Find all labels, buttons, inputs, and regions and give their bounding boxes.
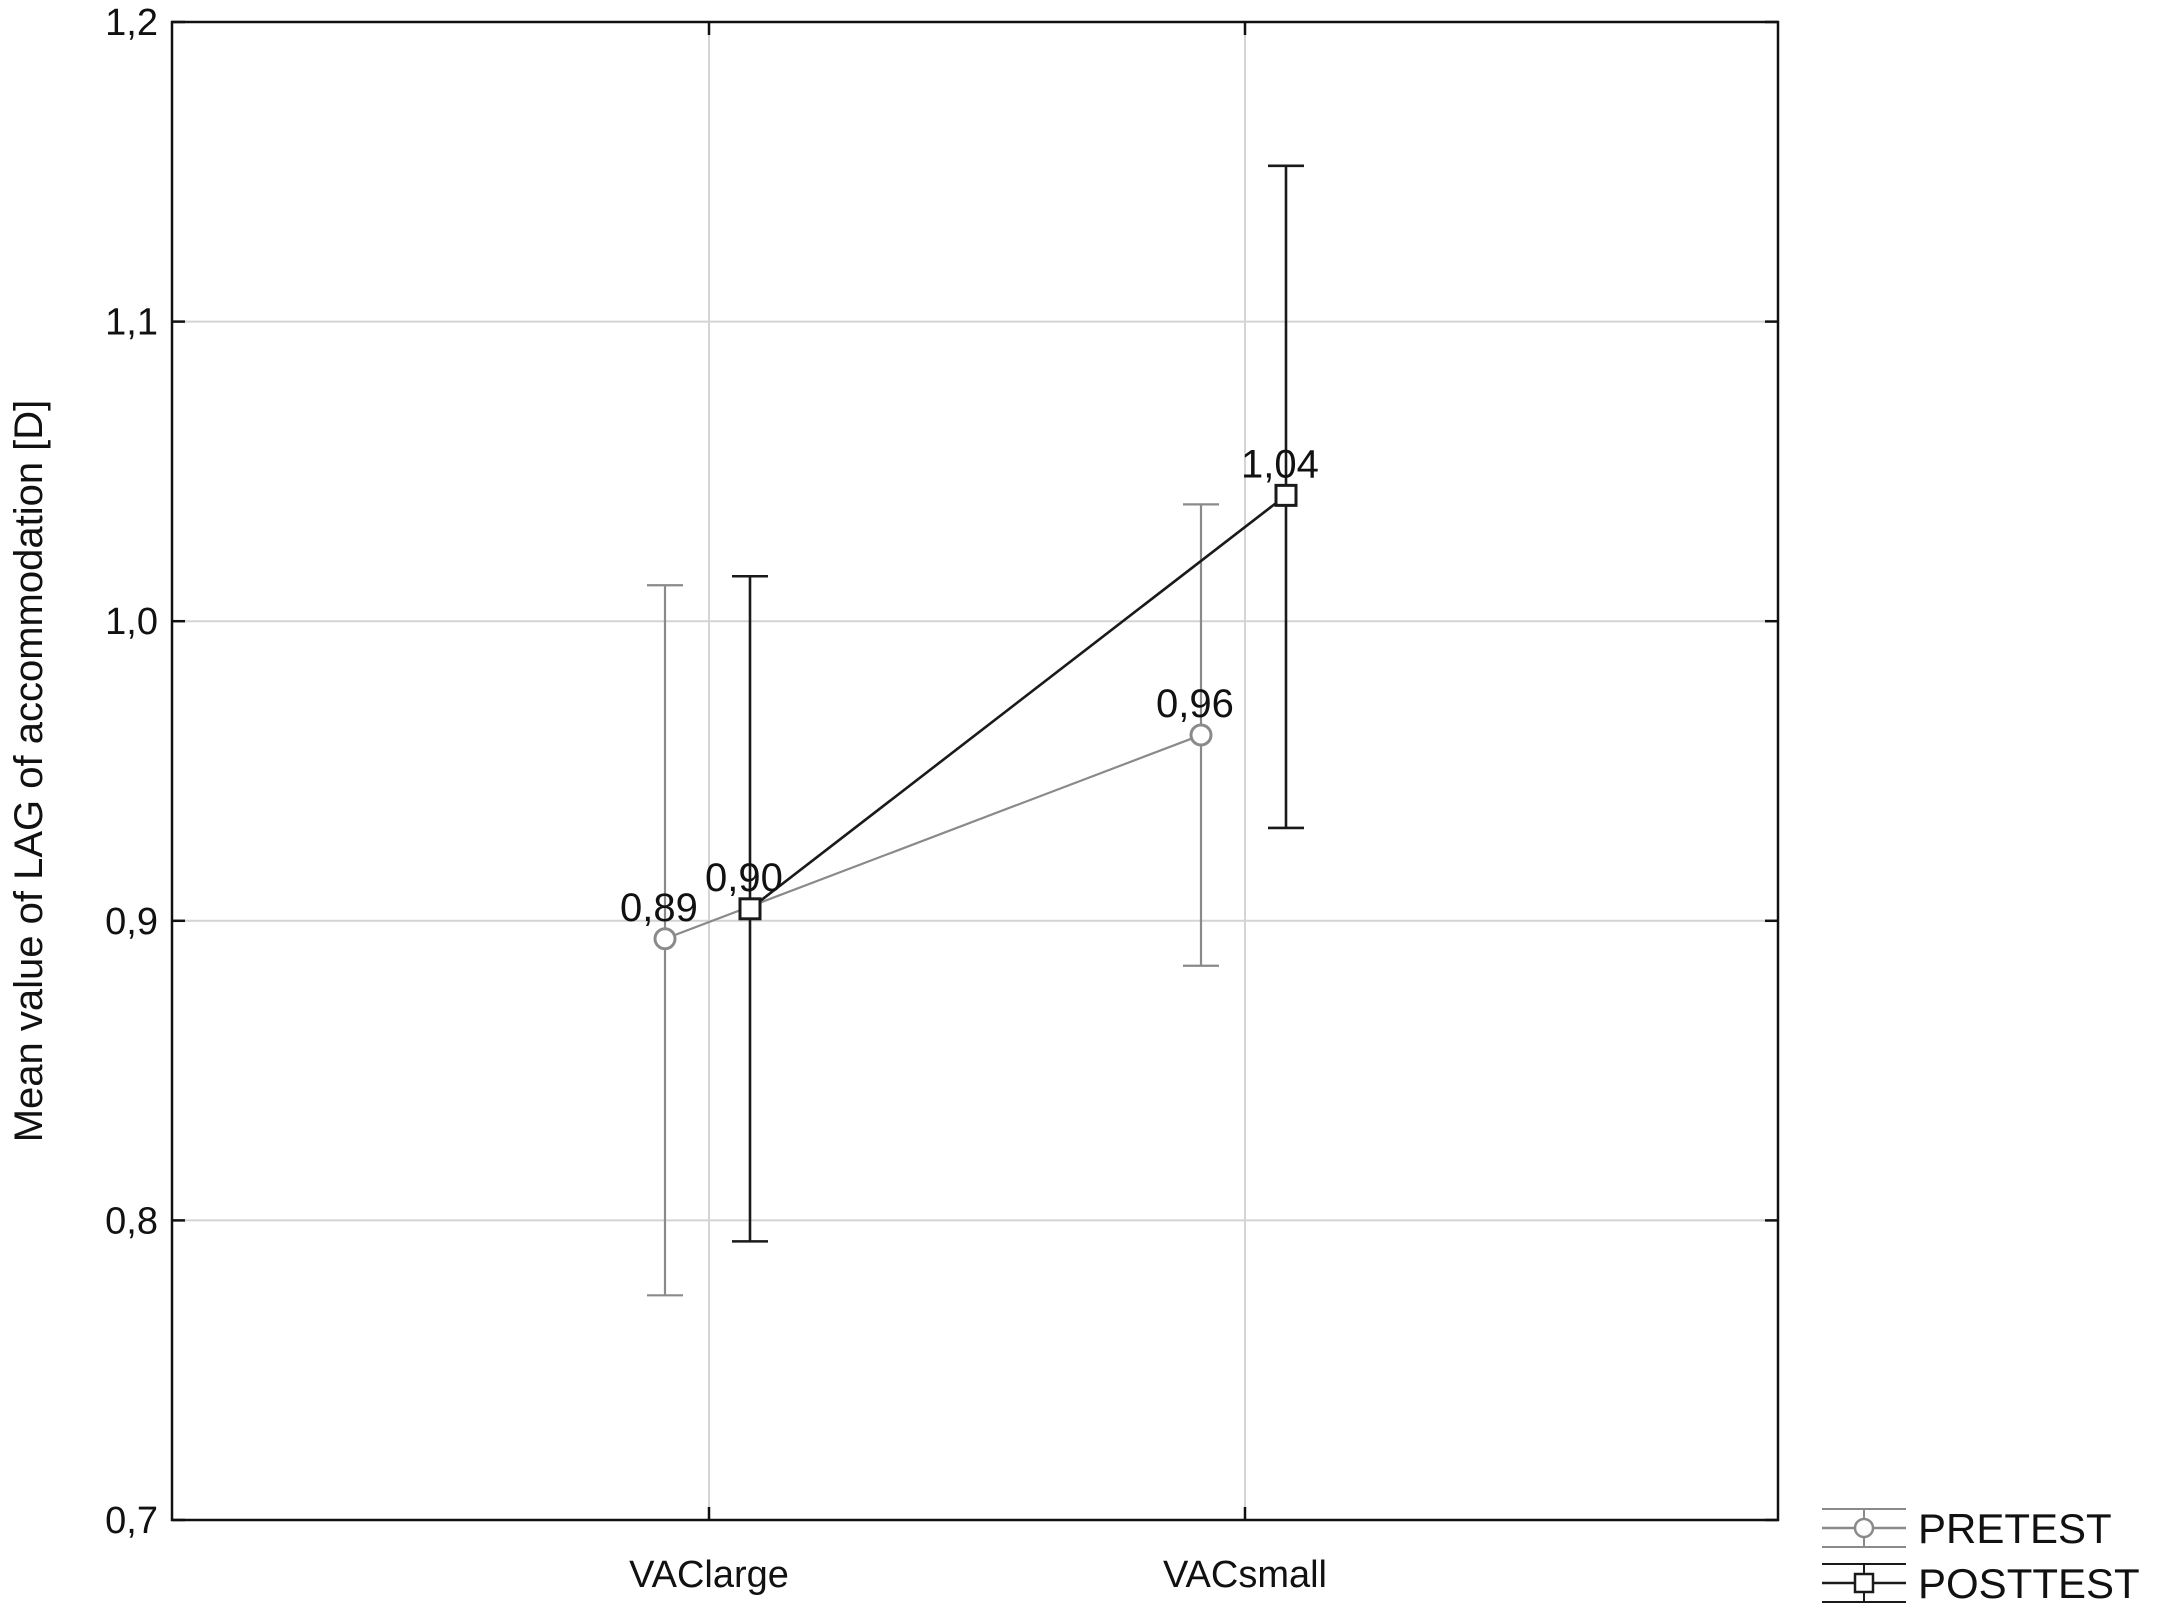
x-category-label: VACsmall: [1163, 1554, 1327, 1596]
legend-label: POSTTEST: [1918, 1560, 2140, 1607]
y-tick-label: 0,7: [105, 1500, 158, 1542]
data-label: 0,90: [705, 856, 783, 900]
data-point-circle: [1189, 723, 1213, 747]
y-tick-label: 0,8: [105, 1200, 158, 1242]
legend-marker-square: [1853, 1572, 1875, 1594]
y-tick-label: 0,9: [105, 901, 158, 943]
y-tick-label: 1,1: [105, 302, 158, 344]
y-tick-label: 1,0: [105, 601, 158, 643]
series-line-posttest: [749, 494, 1287, 910]
y-axis-label: Mean value of LAG of accommodation [D]: [7, 400, 51, 1143]
x-category-label: VAClarge: [629, 1554, 789, 1596]
y-tick-label: 1,2: [105, 2, 158, 44]
data-point-circle: [653, 927, 677, 951]
plot-frame: [170, 20, 1780, 1522]
legend-marker-circle: [1853, 1517, 1875, 1539]
data-label: 0,89: [620, 886, 698, 930]
data-label: 1,04: [1241, 442, 1319, 486]
legend-label: PRETEST: [1918, 1505, 2112, 1552]
data-point-square: [1274, 483, 1298, 507]
data-label: 0,96: [1156, 682, 1234, 726]
data-point-square: [738, 897, 762, 921]
